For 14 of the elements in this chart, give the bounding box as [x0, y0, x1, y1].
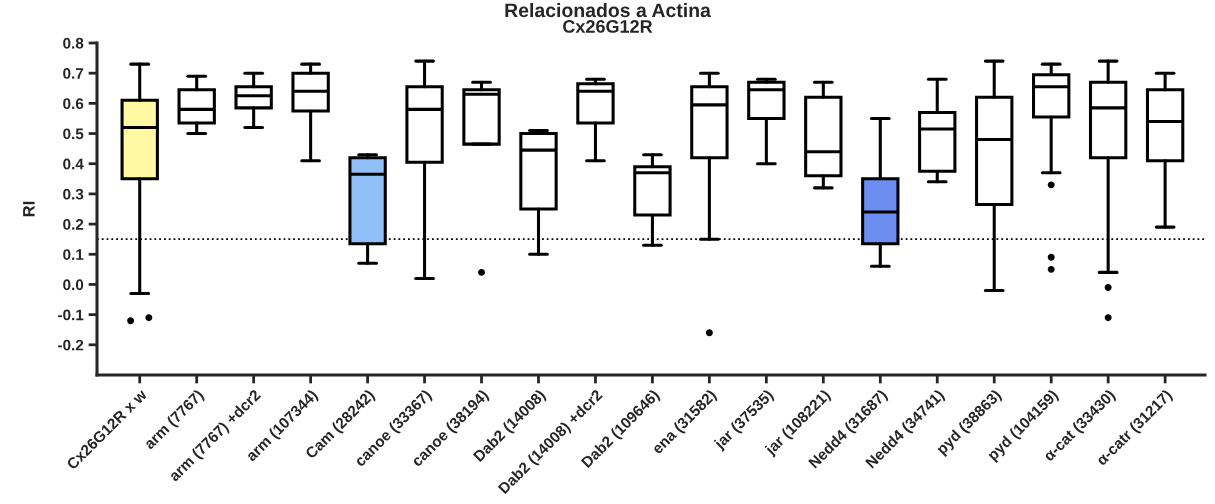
y-tick-label: 0.2 [63, 218, 84, 230]
y-tick-label: 0.8 [63, 37, 84, 49]
y-tick-label: 0.3 [63, 188, 84, 200]
chart-title: Relacionados a Actina [505, 2, 711, 18]
y-tick-label: 0.0 [63, 279, 84, 291]
y-axis-title: RI [23, 201, 35, 217]
chart-subtitle: Cx26G12R [563, 20, 653, 33]
y-tick-label: 0.1 [63, 249, 84, 260]
y-tick-label: -0.2 [58, 339, 84, 351]
y-tick-label: 0.4 [63, 158, 84, 170]
y-tick-label: 0.6 [63, 98, 84, 110]
y-tick-label: 0.5 [63, 128, 84, 140]
y-tick-label: 0.7 [63, 68, 84, 79]
y-tick-label: -0.1 [58, 309, 84, 321]
